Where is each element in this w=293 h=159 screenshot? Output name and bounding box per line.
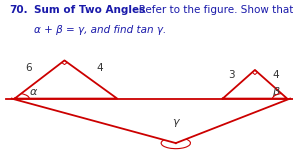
Text: α: α (29, 87, 37, 97)
Text: β: β (272, 87, 280, 97)
Text: γ: γ (173, 117, 179, 127)
Text: Sum of Two Angles: Sum of Two Angles (34, 5, 145, 15)
Text: 3: 3 (228, 69, 234, 80)
Text: 4: 4 (272, 69, 279, 80)
Text: Refer to the figure. Show that: Refer to the figure. Show that (129, 5, 293, 15)
Text: 70.: 70. (9, 5, 28, 15)
Text: 4: 4 (97, 63, 103, 73)
Text: 6: 6 (25, 63, 32, 73)
Text: α + β = γ, and find tan γ.: α + β = γ, and find tan γ. (34, 25, 166, 35)
